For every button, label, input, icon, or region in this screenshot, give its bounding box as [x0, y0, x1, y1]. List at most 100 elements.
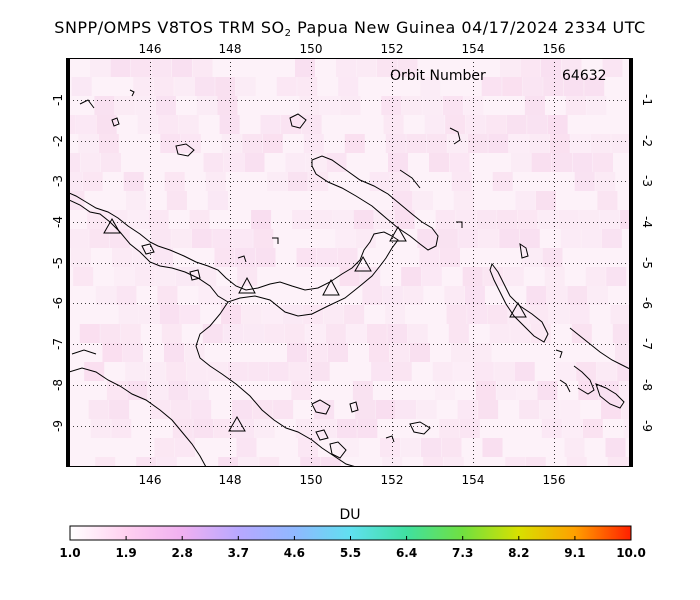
so2-pixel [508, 305, 529, 324]
so2-pixel [192, 58, 213, 77]
map-border-left [66, 58, 70, 467]
so2-pixel [456, 210, 477, 229]
volcano-triangle-icon [228, 415, 246, 432]
so2-pixel [458, 229, 479, 248]
so2-pixel [284, 324, 305, 343]
so2-pixel [155, 267, 176, 286]
colorbar-tick-label: 9.1 [564, 546, 586, 560]
so2-pixel [268, 362, 289, 381]
new-britain-coast [311, 155, 439, 251]
so2-pixel [73, 267, 94, 286]
lon-tick-label: 156 [543, 473, 566, 487]
so2-pixel [620, 210, 632, 229]
volcano-triangle-icon [238, 276, 256, 294]
so2-pixel [180, 134, 201, 153]
lon-tick-label: 148 [219, 42, 242, 56]
so2-pixel [125, 191, 146, 210]
lon-tick-label: 150 [300, 473, 323, 487]
so2-pixel [118, 305, 139, 324]
so2-pixel [305, 324, 326, 343]
so2-pixel [309, 362, 330, 381]
colorbar-tick-label: 2.8 [171, 546, 193, 560]
so2-pixel [463, 96, 484, 115]
lon-tick-label: 152 [381, 42, 404, 56]
so2-pixel [528, 305, 549, 324]
so2-pixel [227, 362, 248, 381]
so2-pixel [410, 343, 430, 362]
so2-pixel [106, 381, 127, 400]
so2-pixel [587, 286, 608, 305]
so2-pixel [213, 419, 234, 438]
so2-pixel [453, 191, 474, 210]
so2-pixel [300, 457, 321, 467]
so2-pixel [538, 210, 559, 229]
so2-pixel [387, 324, 408, 343]
so2-pixel [139, 305, 160, 324]
so2-pixel [579, 210, 600, 229]
so2-pixel [524, 96, 545, 115]
so2-pixel [306, 153, 326, 172]
so2-pixel [253, 229, 274, 248]
so2-pixel [619, 381, 632, 400]
so2-pixel [328, 343, 348, 362]
lon-tick-label: 150 [300, 42, 323, 56]
so2-pixel [238, 457, 259, 467]
so2-pixel [71, 248, 91, 267]
so2-pixel [301, 115, 322, 134]
so2-pixel [546, 286, 567, 305]
so2-pixel [388, 153, 408, 172]
lat-tick-label: -6 [51, 297, 65, 309]
so2-pixel [440, 248, 460, 267]
lat-tick-label: -8 [51, 379, 65, 391]
lon-ticks-bottom: 146 148 150 152 154 156 [139, 473, 566, 487]
so2-pixel [221, 134, 242, 153]
so2-pixel [434, 381, 455, 400]
so2-pixel [89, 229, 110, 248]
colorbar-tick-label: 8.2 [508, 546, 530, 560]
so2-pixel [237, 267, 258, 286]
so2-pixel [362, 286, 383, 305]
so2-pixel [586, 96, 607, 115]
so2-pixel [217, 96, 238, 115]
so2-pixel [69, 115, 76, 134]
so2-pixel [492, 172, 513, 191]
so2-pixel [94, 96, 115, 115]
so2-pixel [186, 362, 207, 381]
so2-pixel [475, 381, 496, 400]
so2-pixel [515, 191, 536, 210]
so2-pixel [437, 229, 458, 248]
volcano-markers [103, 217, 527, 432]
so2-pixel [303, 134, 324, 153]
so2-pixel [420, 77, 441, 96]
so2-pixel [259, 457, 280, 467]
so2-pixel [236, 438, 257, 457]
so2-pixel [314, 400, 335, 419]
so2-pixel [344, 134, 365, 153]
so2-pixel [424, 115, 445, 134]
so2-pixel [451, 343, 471, 362]
so2-pixel [175, 438, 195, 457]
so2-pixel [202, 324, 223, 343]
so2-pixel [417, 229, 438, 248]
so2-pixel [443, 457, 464, 467]
so2-pixel [164, 172, 185, 191]
so2-pixel [356, 58, 377, 77]
volcano-triangle-icon [354, 255, 372, 272]
so2-pixel [570, 134, 591, 153]
so2-pixel [610, 305, 631, 324]
volcano-triangle-icon [322, 278, 340, 296]
so2-pixel [565, 96, 586, 115]
so2-pixel [303, 305, 324, 324]
so2-pixel [510, 324, 531, 343]
so2-pixel [255, 248, 276, 267]
so2-pixel [116, 286, 137, 305]
so2-pixel [291, 381, 312, 400]
so2-pixel [435, 210, 456, 229]
colorbar-tick-label: 3.7 [227, 546, 249, 560]
so2-pixel [244, 153, 265, 172]
new-ireland-coast [449, 127, 461, 145]
so2-pixel [605, 438, 626, 457]
so2-pixel [131, 58, 151, 77]
so2-pixel [95, 457, 116, 467]
